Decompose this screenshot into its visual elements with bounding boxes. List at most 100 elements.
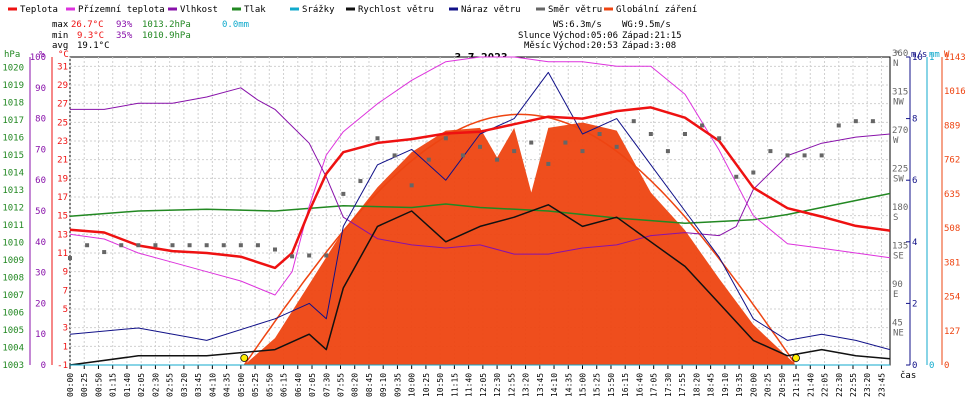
y-tick-label-direction: 180 xyxy=(892,203,908,213)
wind-direction-point xyxy=(136,243,141,248)
radiation-area xyxy=(244,122,797,365)
wind-direction-point xyxy=(819,153,824,158)
x-tick-label: 03:45 xyxy=(194,373,203,397)
y-tick-label-temperature: 1 xyxy=(63,342,68,352)
x-tick-label: 17:05 xyxy=(650,373,659,397)
x-tick-label: 06:40 xyxy=(294,373,303,397)
x-tick-label: 17:55 xyxy=(678,373,687,397)
y-tick-label-rain: 0 xyxy=(929,361,934,371)
y-tick-label-pressure: 1011 xyxy=(2,221,24,231)
stats-avg-label: avg xyxy=(52,41,68,51)
y-tick-label-humidity: 90 xyxy=(35,84,46,94)
wind-direction-point xyxy=(68,256,72,261)
y-tick-label-direction: 315 xyxy=(892,88,908,98)
y-tick-label-temperature: 25 xyxy=(57,118,68,128)
y-tick-label-temperature: 15 xyxy=(57,212,68,222)
series-line xyxy=(70,87,891,255)
legend-label: Globální záření xyxy=(616,5,697,15)
wind-direction-point xyxy=(153,243,158,248)
y-tick-label-wind: 2 xyxy=(912,299,917,309)
wind-direction-point xyxy=(478,144,482,149)
wind-direction-point xyxy=(785,153,790,158)
x-tick-label: 07:55 xyxy=(336,373,345,397)
y-tick-label-radiation: 762 xyxy=(944,156,960,166)
wind-direction-point xyxy=(426,157,431,162)
wind-direction-point xyxy=(563,140,568,145)
series-line xyxy=(69,106,891,270)
x-tick-label: 04:10 xyxy=(208,373,217,397)
wind-direction-point xyxy=(683,132,687,136)
x-tick-label: 08:20 xyxy=(351,373,360,397)
x-tick-label: 23:45 xyxy=(877,373,886,397)
y-tick-label-radiation: 127 xyxy=(944,327,960,337)
y-tick-label-wind: 4 xyxy=(912,238,917,248)
x-tick-label: 02:30 xyxy=(151,373,160,397)
y-tick-label-pressure: 1010 xyxy=(2,239,24,249)
y-tick-label-compass: W xyxy=(893,136,899,146)
wind-direction-point xyxy=(700,123,705,128)
x-tick-label: 22:05 xyxy=(821,373,830,397)
y-tick-label-wind: 8 xyxy=(912,115,917,125)
legend-label: Náraz větru xyxy=(461,5,521,15)
legend-label: Přízemní teplota xyxy=(78,5,165,15)
y-tick-label-temperature: 3 xyxy=(63,324,68,334)
moon-label: Měsíc xyxy=(524,41,551,51)
y-tick-label-compass: E xyxy=(893,290,898,300)
wind-direction-point xyxy=(341,191,346,196)
x-tick-label: 09:35 xyxy=(393,373,402,397)
y-tick-label-wind: 6 xyxy=(912,176,917,186)
stats-min-press: 1010.9hPa xyxy=(142,31,191,41)
stats-max-hum: 93% xyxy=(116,20,133,30)
axis-title-ms: m/s xyxy=(911,50,927,60)
wind-direction-point xyxy=(307,253,312,258)
legend-label: Teplota xyxy=(20,5,58,15)
y-tick-label-pressure: 1003 xyxy=(2,361,24,371)
y-tick-label-pressure: 1018 xyxy=(2,99,24,109)
series-line xyxy=(69,56,891,296)
y-tick-label-wind: 0 xyxy=(912,361,917,371)
wind-direction-point xyxy=(255,243,260,248)
clear-sky-radiation-line xyxy=(243,113,795,366)
y-tick-label-temperature: 19 xyxy=(57,174,68,184)
wind-direction-point xyxy=(631,119,636,124)
x-tick-label: 00:50 xyxy=(94,373,103,397)
y-tick-label-humidity: 60 xyxy=(35,176,46,186)
x-tick-label: 20:00 xyxy=(749,373,758,397)
x-tick-label: 12:05 xyxy=(479,373,488,397)
x-tick-label: 22:30 xyxy=(835,373,844,397)
x-tick-label: 20:25 xyxy=(764,373,773,397)
x-tick-label: 00:00 xyxy=(66,373,75,397)
y-tick-label-pressure: 1008 xyxy=(2,274,24,284)
x-tick-label: 04:35 xyxy=(223,373,232,397)
axis-title-celsius: °C xyxy=(58,50,69,60)
y-tick-label-pressure: 1015 xyxy=(2,151,24,161)
x-tick-label: 03:20 xyxy=(180,373,189,397)
axis-title-w: W xyxy=(944,50,950,60)
wind-direction-point xyxy=(460,153,465,158)
wind-direction-point xyxy=(836,123,841,128)
wind-direction-point xyxy=(870,119,875,124)
y-tick-label-humidity: 50 xyxy=(35,207,46,217)
x-tick-label: 18:45 xyxy=(707,373,716,397)
axis-title-hpa: hPa xyxy=(4,50,20,60)
wind-direction-point xyxy=(802,153,807,158)
axis-title-mm: mm xyxy=(929,50,940,60)
x-tick-label: 21:40 xyxy=(806,373,815,397)
wind-direction-point xyxy=(170,243,175,248)
wind-direction-point xyxy=(221,243,226,248)
y-tick-label-compass: N xyxy=(893,59,898,69)
axis-title-time: čas xyxy=(900,370,916,381)
astro-info: WS:6.3m/s WG:9.5m/s Slunce Východ:05:06 … xyxy=(518,20,682,51)
x-tick-label: 21:15 xyxy=(792,373,801,397)
sun-marker xyxy=(240,354,249,362)
stats-max-label: max xyxy=(52,20,69,30)
plot-area: 00:00 00:25 00:50 01:15 01:40 02:05 02:30 02:55… xyxy=(2,49,965,397)
axis-titles: hPa % °C ° m/s mm W čas xyxy=(4,50,950,381)
wind-direction-point xyxy=(734,174,739,179)
series-line xyxy=(69,192,891,224)
y-tick-label-temperature: 27 xyxy=(57,100,68,110)
wind-direction-point xyxy=(392,153,397,158)
x-tick-label: 11:40 xyxy=(465,373,474,397)
moon-set: Západ:3:08 xyxy=(622,41,676,51)
